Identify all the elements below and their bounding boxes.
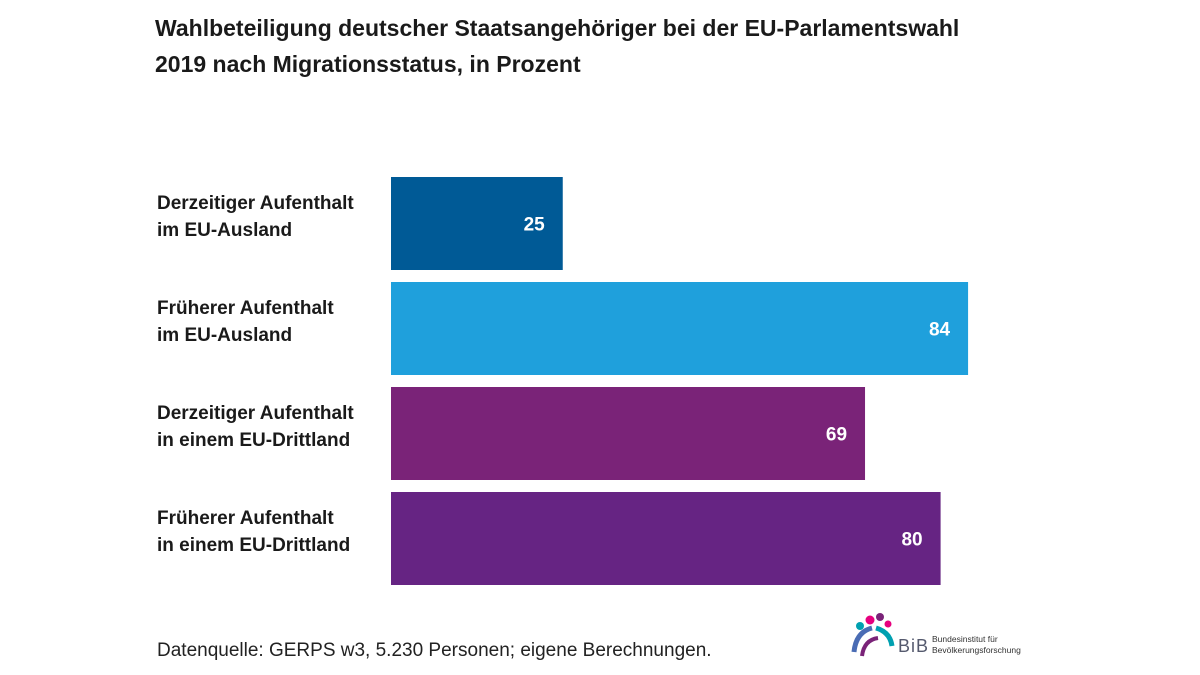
- chart-title: Wahlbeteiligung deutscher Staatsangehöri…: [155, 10, 1055, 82]
- category-label-1-line-2: im EU-Ausland: [157, 220, 292, 241]
- bar-3-value-label: 69: [826, 425, 847, 446]
- bar-1: [391, 177, 563, 270]
- logo-dot-2: [876, 613, 884, 621]
- logo-abbr: BiB: [898, 636, 930, 656]
- category-label-3-line-2: in einem EU-Drittland: [157, 430, 350, 451]
- logo-fullname-line-1: Bundesinstitut für: [932, 634, 998, 644]
- chart-title-line-2: 2019 nach Migrationsstatus, in Prozent: [155, 51, 581, 77]
- bar-2-value-label: 84: [929, 320, 951, 341]
- category-label-4-line-2: in einem EU-Drittland: [157, 535, 350, 556]
- bib-logo-mark: [851, 613, 895, 657]
- bar-3: [391, 387, 866, 480]
- logo-dot-4: [884, 620, 892, 628]
- data-source-note: Datenquelle: GERPS w3, 5.230 Personen; e…: [157, 640, 712, 661]
- category-label-2-line-1: Früherer Aufenthalt: [157, 298, 334, 319]
- logo-arc-3: [860, 636, 879, 657]
- chart-title-line-1: Wahlbeteiligung deutscher Staatsangehöri…: [155, 15, 960, 41]
- logo-dot-1: [865, 615, 875, 625]
- bar-2: [391, 282, 969, 375]
- logo-arc-2: [875, 625, 895, 647]
- bar-1-value-label: 25: [524, 215, 546, 236]
- bar-chart: 25 Derzeitiger Aufenthalt im EU-Ausland 84 F…: [157, 177, 969, 585]
- logo-arc-1: [851, 625, 873, 653]
- category-label-2-line-2: im EU-Ausland: [157, 325, 292, 346]
- category-label-4-line-1: Früherer Aufenthalt: [157, 508, 334, 529]
- logo-fullname-line-2: Bevölkerungsforschung: [932, 645, 1021, 655]
- logo-fullname: Bundesinstitut für Bevölkerungsforschung: [932, 634, 1021, 656]
- bar-4: [391, 492, 941, 585]
- category-label-3-line-1: Derzeitiger Aufenthalt: [157, 403, 354, 424]
- bar-4-value-label: 80: [901, 530, 922, 551]
- category-label-1-line-1: Derzeitiger Aufenthalt: [157, 193, 354, 214]
- logo-dot-3: [856, 622, 864, 630]
- bib-logo: BiB Bundesinstitut für Bevölkerungsforsc…: [848, 612, 1048, 664]
